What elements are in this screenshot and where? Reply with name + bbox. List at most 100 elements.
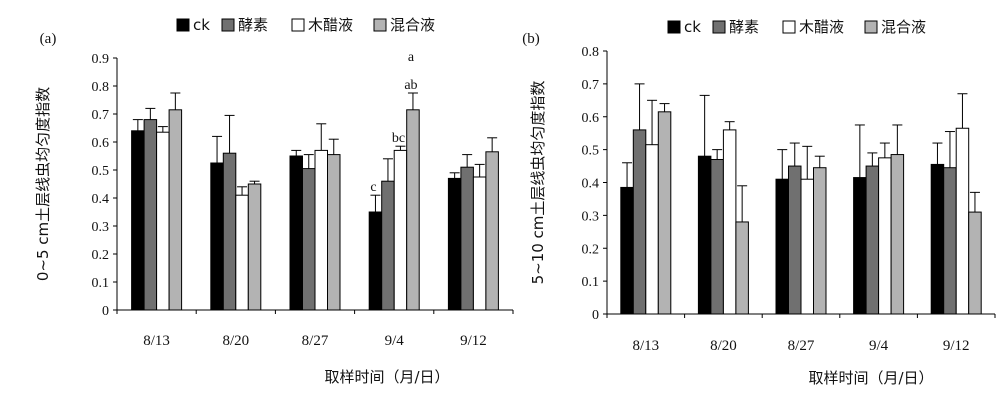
- x-category-label: 9/4: [869, 338, 889, 354]
- legend-swatch: [712, 20, 726, 34]
- legend-label: 酵素: [238, 16, 268, 34]
- bar: [406, 109, 420, 311]
- significance-label: c: [370, 180, 376, 195]
- bar: [788, 165, 802, 315]
- legend-swatch: [221, 18, 235, 32]
- x-category-label: 9/12: [943, 338, 970, 354]
- bar: [235, 194, 249, 311]
- x-axis-label: 取样时间（月/日）: [324, 368, 449, 386]
- bar: [890, 154, 905, 315]
- legend-swatch: [667, 20, 681, 34]
- bar: [302, 168, 316, 311]
- bar: [710, 158, 724, 315]
- bar: [143, 119, 158, 311]
- x-category-label: 8/27: [302, 333, 329, 349]
- legend-label: ck: [684, 18, 701, 36]
- x-category-label: 8/13: [632, 338, 659, 354]
- legend-swatch: [291, 18, 305, 32]
- bar: [393, 149, 408, 311]
- y-tick-label: 0.7: [582, 78, 600, 93]
- bar: [210, 162, 224, 311]
- bar: [460, 166, 474, 311]
- bar: [168, 109, 183, 311]
- bar: [775, 178, 789, 315]
- bar: [853, 177, 867, 315]
- y-tick-label: 0.2: [92, 248, 110, 263]
- bar: [327, 154, 341, 311]
- y-tick-label: 0.1: [92, 276, 110, 291]
- y-tick-label: 0.5: [582, 144, 600, 159]
- bar: [865, 165, 880, 315]
- y-tick-label: 0.2: [582, 242, 600, 257]
- bar: [222, 152, 237, 311]
- y-tick-label: 0.6: [92, 136, 110, 151]
- y-tick-label: 0.1: [582, 275, 600, 290]
- legend: ck 酵素 木醋液 混合液: [667, 18, 926, 36]
- bar: [955, 127, 970, 315]
- significance-label: bc: [392, 131, 405, 146]
- bar: [156, 131, 170, 311]
- chart-panel-a: (a) 0 0.1 0.2 0.3 0.4 0.5 0.6 0.7 0.8 0.9 0~5 cm土层线…: [34, 16, 514, 386]
- y-tick-label: 0.3: [582, 209, 600, 224]
- bar: [878, 157, 892, 315]
- bar: [485, 151, 499, 311]
- bar: [447, 177, 462, 311]
- legend-label: ck: [193, 16, 210, 34]
- bar: [722, 129, 737, 315]
- bar: [697, 155, 712, 315]
- significance-label: a: [408, 50, 415, 65]
- bar: [289, 155, 303, 311]
- y-tick-label: 0.8: [92, 80, 110, 95]
- y-tick-label: 0.7: [92, 108, 110, 123]
- y-tick-label: 0.4: [92, 192, 110, 207]
- y-tick-label: 0.8: [582, 45, 600, 60]
- chart-panel-b: (b) 0 0.1 0.2 0.3 0.4 0.5 0.6 0.7 0.8 5~10 cm土层线虫均…: [522, 18, 996, 387]
- x-category-label: 8/13: [143, 333, 170, 349]
- x-axis-label: 取样时间（月/日）: [808, 369, 933, 387]
- bar: [131, 130, 145, 311]
- y-tick-label: 0: [592, 308, 599, 323]
- legend-label: 混合液: [390, 16, 435, 34]
- significance-label: ab: [404, 78, 417, 93]
- bar: [632, 129, 647, 315]
- y-axis-label: 0~5 cm土层线虫均匀度指数: [34, 87, 52, 281]
- bar: [247, 183, 262, 311]
- legend-swatch: [782, 20, 796, 34]
- x-category-label: 8/27: [788, 338, 815, 354]
- bar: [735, 221, 749, 315]
- y-tick-label: 0.3: [92, 220, 110, 235]
- bar: [314, 149, 328, 311]
- legend-swatch: [373, 18, 387, 32]
- y-tick-label: 0.4: [582, 177, 600, 192]
- legend-label: 混合液: [881, 18, 926, 36]
- x-category-label: 8/20: [710, 338, 737, 354]
- bar: [968, 211, 982, 315]
- bar: [368, 211, 383, 311]
- panel-label: (a): [40, 31, 57, 47]
- bar: [657, 111, 672, 315]
- bar: [813, 167, 827, 315]
- panel-label: (b): [522, 31, 540, 47]
- legend-label: 木醋液: [308, 16, 353, 34]
- y-tick-label: 0.6: [582, 111, 600, 126]
- legend-label: 木醋液: [799, 18, 844, 36]
- bar: [620, 186, 634, 315]
- legend-swatch: [176, 18, 190, 32]
- legend-label: 酵素: [729, 18, 759, 36]
- legend-swatch: [864, 20, 878, 34]
- y-tick-label: 0.5: [92, 164, 110, 179]
- bar: [472, 176, 487, 311]
- bar: [930, 163, 945, 315]
- bar: [800, 178, 814, 315]
- legend: ck 酵素 木醋液 混合液: [176, 16, 435, 34]
- bar: [943, 167, 957, 315]
- x-category-label: 9/4: [385, 333, 405, 349]
- x-category-label: 8/20: [222, 333, 249, 349]
- y-tick-label: 0.9: [92, 52, 110, 67]
- y-axis-label: 5~10 cm土层线虫均匀度指数: [529, 81, 547, 285]
- bar: [645, 144, 659, 315]
- bar: [381, 180, 395, 311]
- x-category-label: 9/12: [460, 333, 487, 349]
- y-tick-label: 0: [102, 304, 109, 319]
